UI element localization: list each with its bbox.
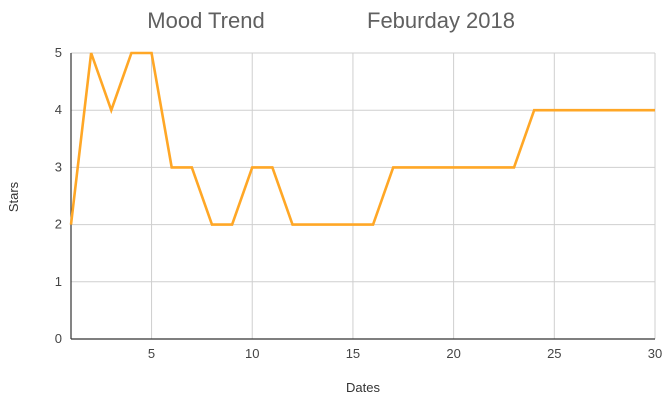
x-tick-label: 15 xyxy=(346,346,360,361)
x-tick-label: 5 xyxy=(148,346,155,361)
y-tick-label: 5 xyxy=(55,45,62,60)
y-tick-label: 0 xyxy=(55,331,62,346)
y-tick-label: 2 xyxy=(55,217,62,232)
chart-subtitle: Feburday 2018 xyxy=(367,8,515,33)
chart-title: Mood Trend xyxy=(147,8,264,33)
y-axis-label: Stars xyxy=(6,181,21,212)
series-layer xyxy=(69,51,655,226)
y-tick-label: 1 xyxy=(55,274,62,289)
x-tick-label: 30 xyxy=(648,346,662,361)
x-tick-label: 10 xyxy=(245,346,259,361)
x-tick-label: 25 xyxy=(547,346,561,361)
label-layer: Mood Trend Feburday 2018 Dates Stars 0 1 2… xyxy=(6,8,662,395)
y-tick-label: 3 xyxy=(55,159,62,174)
x-tick-label: 20 xyxy=(446,346,460,361)
grid-layer xyxy=(71,52,656,339)
axis-layer xyxy=(70,53,655,340)
series-line xyxy=(69,51,655,226)
x-axis-label: Dates xyxy=(346,380,380,395)
y-tick-label: 4 xyxy=(55,102,62,117)
